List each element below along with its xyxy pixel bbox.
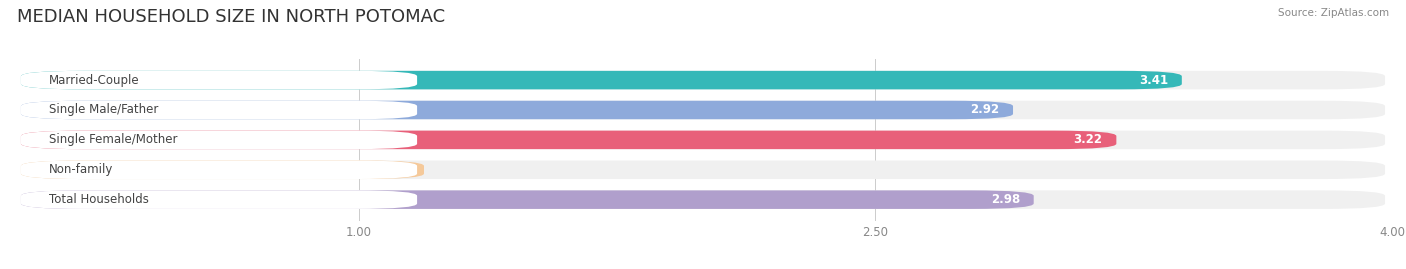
Text: Single Male/Father: Single Male/Father xyxy=(48,104,157,116)
Text: Married-Couple: Married-Couple xyxy=(48,74,139,87)
Text: 1.21: 1.21 xyxy=(381,163,411,176)
FancyBboxPatch shape xyxy=(21,161,425,179)
Text: Single Female/Mother: Single Female/Mother xyxy=(48,133,177,146)
FancyBboxPatch shape xyxy=(21,71,418,89)
FancyBboxPatch shape xyxy=(21,101,418,119)
Text: 3.22: 3.22 xyxy=(1074,133,1102,146)
Text: 3.41: 3.41 xyxy=(1139,74,1168,87)
FancyBboxPatch shape xyxy=(21,161,418,179)
Text: 2.98: 2.98 xyxy=(991,193,1019,206)
FancyBboxPatch shape xyxy=(21,131,1116,149)
Text: Source: ZipAtlas.com: Source: ZipAtlas.com xyxy=(1278,8,1389,18)
FancyBboxPatch shape xyxy=(21,101,1385,119)
FancyBboxPatch shape xyxy=(21,131,1385,149)
Text: Total Households: Total Households xyxy=(48,193,149,206)
FancyBboxPatch shape xyxy=(21,190,418,209)
Text: 2.92: 2.92 xyxy=(970,104,1000,116)
FancyBboxPatch shape xyxy=(21,71,1385,89)
FancyBboxPatch shape xyxy=(21,190,1033,209)
FancyBboxPatch shape xyxy=(21,190,1385,209)
FancyBboxPatch shape xyxy=(21,131,418,149)
Text: Non-family: Non-family xyxy=(48,163,112,176)
FancyBboxPatch shape xyxy=(21,161,1385,179)
Text: MEDIAN HOUSEHOLD SIZE IN NORTH POTOMAC: MEDIAN HOUSEHOLD SIZE IN NORTH POTOMAC xyxy=(17,8,444,26)
FancyBboxPatch shape xyxy=(21,71,1182,89)
FancyBboxPatch shape xyxy=(21,101,1012,119)
